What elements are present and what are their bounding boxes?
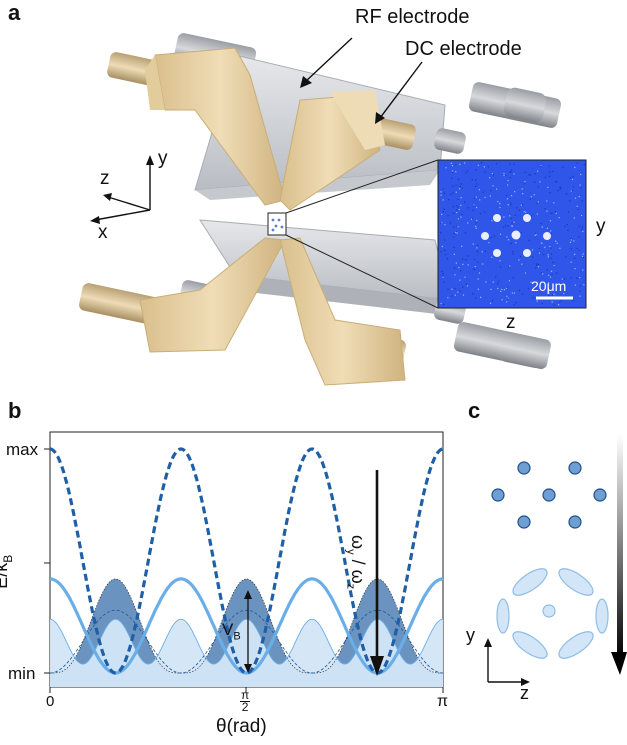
solid-light-curve (49, 577, 444, 675)
light-shaded-region (50, 619, 443, 687)
barrier-label: VB (222, 620, 241, 643)
light-band-curve (49, 618, 444, 665)
chart-frame (49, 431, 444, 688)
x-tick-pi: π (437, 693, 449, 710)
coordinate-axes (90, 155, 154, 224)
y-max-label: max (6, 440, 39, 459)
dark-region-outline (50, 578, 443, 674)
inset-z-label: z (506, 312, 516, 333)
dc-electrode-bottom-right (279, 237, 406, 386)
axis-z-label: z (100, 168, 110, 189)
y-min-label: min (8, 664, 36, 683)
rf-electrode-label: RF electrode (355, 6, 470, 28)
panel-b-letter: b (8, 398, 22, 423)
y-axis-label: E/kB (0, 554, 15, 589)
panel-a-letter: a (8, 0, 21, 25)
gradient-arrow-head (611, 652, 627, 675)
gradient-arrow-shaft (617, 435, 623, 660)
ratio-arrow (370, 470, 384, 676)
ratio-label: ωy / ωz (344, 535, 368, 590)
panel-c-letter: c (468, 398, 481, 423)
panel-c-axes (484, 638, 530, 686)
dc-electrode-label: DC electrode (405, 38, 522, 60)
x-tick-0: 0 (46, 693, 55, 710)
ion-crystal-bottom (496, 568, 609, 659)
panel-c-z-label: z (520, 683, 529, 703)
barrier-arrow (244, 590, 252, 673)
scale-bar-label: 20μm (531, 278, 567, 294)
ion-image-inset (437, 159, 587, 309)
x-tick-half: π 2 (240, 688, 251, 714)
thin-dashed-curve (50, 609, 443, 674)
panel-a-figure (79, 33, 587, 386)
panel-c-y-label: y (466, 625, 475, 645)
dc-electrode-top-right (279, 90, 385, 211)
inset-y-label: y (596, 216, 606, 237)
trap-center-box (267, 212, 287, 236)
x-axis-label: θ(rad) (216, 716, 267, 737)
ion-crystal-top (491, 461, 607, 529)
dark-shaded-region (50, 578, 443, 687)
dc-electrode-bottom-left (139, 237, 286, 353)
axis-y-label: y (158, 148, 168, 169)
gold-rod-bottom-left (79, 283, 161, 325)
dashed-dark-curve (49, 447, 444, 675)
axis-x-label: x (98, 222, 108, 243)
dc-electrode-top-left (145, 47, 286, 206)
